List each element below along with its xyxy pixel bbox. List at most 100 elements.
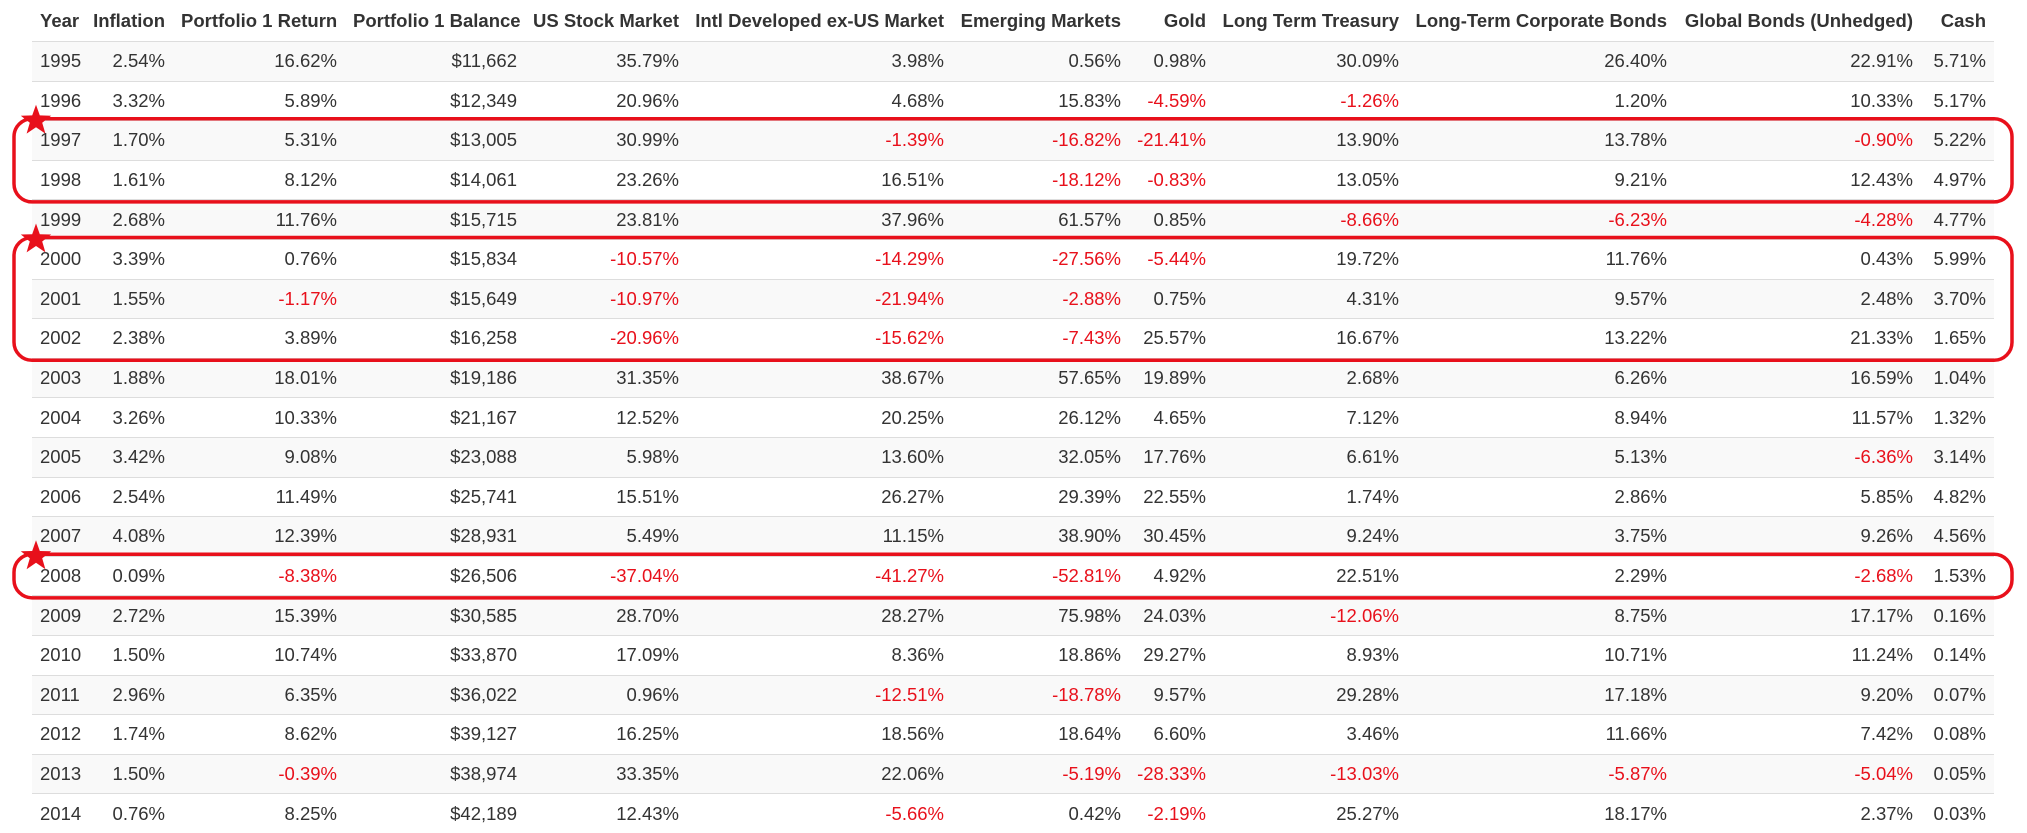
value-cell: 7.12% bbox=[1214, 397, 1407, 438]
value-cell: 0.42% bbox=[952, 793, 1129, 833]
value-cell: 3.32% bbox=[85, 80, 173, 121]
table-row: 1995 2.54% 16.62% $11,662 35.79% 3.98% 0.56% 0.… bbox=[32, 41, 1994, 82]
value-cell: -41.27% bbox=[687, 555, 952, 596]
value-cell: 4.08% bbox=[85, 516, 173, 557]
value-cell: 11.57% bbox=[1675, 397, 1921, 438]
value-cell: 6.26% bbox=[1407, 357, 1675, 398]
value-cell: -27.56% bbox=[952, 238, 1129, 280]
value-cell: 16.62% bbox=[173, 41, 345, 82]
value-cell: 0.75% bbox=[1129, 278, 1214, 319]
column-header[interactable]: Portfolio 1 Balance bbox=[353, 9, 521, 31]
value-cell: -4.59% bbox=[1129, 80, 1214, 121]
value-cell: -6.36% bbox=[1675, 436, 1921, 478]
value-cell: 2.72% bbox=[85, 595, 173, 636]
value-cell: 7.42% bbox=[1675, 714, 1921, 755]
header-row: Year Inflation Portfolio 1 Return Portfolio… bbox=[32, 0, 1994, 42]
column-header[interactable]: US Stock Market bbox=[533, 9, 679, 31]
column-header[interactable]: Year bbox=[40, 9, 80, 31]
value-cell: $25,741 bbox=[345, 476, 525, 517]
value-cell: 5.13% bbox=[1407, 436, 1675, 478]
value-cell: 1.65% bbox=[1921, 318, 1994, 359]
value-cell: -20.96% bbox=[525, 318, 687, 359]
value-cell: 5.49% bbox=[525, 516, 687, 557]
value-cell: 31.35% bbox=[525, 357, 687, 398]
value-cell: 17.17% bbox=[1675, 595, 1921, 636]
value-cell: 8.93% bbox=[1214, 634, 1407, 675]
value-cell: 3.39% bbox=[85, 238, 173, 280]
value-cell: 26.40% bbox=[1407, 41, 1675, 82]
value-cell: $16,258 bbox=[345, 318, 525, 359]
value-cell: 13.90% bbox=[1214, 120, 1407, 161]
value-cell: 2.48% bbox=[1675, 278, 1921, 319]
value-cell: 8.36% bbox=[687, 634, 952, 675]
value-cell: $21,167 bbox=[345, 397, 525, 438]
value-cell: -1.17% bbox=[173, 278, 345, 319]
value-cell: 0.03% bbox=[1921, 793, 1994, 833]
value-cell: $13,005 bbox=[345, 120, 525, 161]
year-cell: 1995 bbox=[32, 41, 85, 82]
value-cell: -5.87% bbox=[1407, 753, 1675, 794]
value-cell: 11.15% bbox=[687, 516, 952, 557]
table-row: 1998 1.61% 8.12% $14,061 23.26% 16.51% -18.12%… bbox=[32, 159, 1994, 200]
value-cell: 15.83% bbox=[952, 80, 1129, 121]
column-header[interactable]: Gold bbox=[1163, 9, 1206, 31]
table-row: 2011 2.96% 6.35% $36,022 0.96% -12.51% -18.78%… bbox=[32, 674, 1994, 715]
year-cell: 2000 bbox=[32, 238, 85, 280]
column-header[interactable]: Emerging Markets bbox=[960, 9, 1121, 31]
value-cell: 4.77% bbox=[1921, 199, 1994, 240]
value-cell: 13.05% bbox=[1214, 159, 1407, 200]
value-cell: 8.75% bbox=[1407, 595, 1675, 636]
table-row: 2003 1.88% 18.01% $19,186 31.35% 38.67% 57.65%… bbox=[32, 357, 1994, 398]
value-cell: 3.42% bbox=[85, 436, 173, 478]
column-header[interactable]: Long Term Treasury bbox=[1222, 9, 1399, 31]
value-cell: 3.26% bbox=[85, 397, 173, 438]
table-row: 2004 3.26% 10.33% $21,167 12.52% 20.25% 26.12%… bbox=[32, 397, 1994, 438]
annual-returns-table: Year Inflation Portfolio 1 Return Portfolio… bbox=[32, 0, 1994, 833]
year-cell: 2013 bbox=[32, 753, 85, 794]
value-cell: 3.98% bbox=[687, 41, 952, 82]
value-cell: 0.76% bbox=[173, 238, 345, 280]
value-cell: 30.45% bbox=[1129, 516, 1214, 557]
column-header[interactable]: Inflation bbox=[93, 9, 165, 31]
value-cell: -5.44% bbox=[1129, 238, 1214, 280]
table-body: 1995 2.54% 16.62% $11,662 35.79% 3.98% 0.56% 0.… bbox=[32, 41, 1994, 833]
value-cell: 11.24% bbox=[1675, 634, 1921, 675]
value-cell: 1.53% bbox=[1921, 555, 1994, 596]
value-cell: 19.89% bbox=[1129, 357, 1214, 398]
value-cell: 18.56% bbox=[687, 714, 952, 755]
value-cell: 9.24% bbox=[1214, 516, 1407, 557]
value-cell: 30.99% bbox=[525, 120, 687, 161]
value-cell: 5.89% bbox=[173, 80, 345, 121]
year-cell: 2001 bbox=[32, 278, 85, 319]
table-row: 1996 3.32% 5.89% $12,349 20.96% 4.68% 15.83% -4… bbox=[32, 80, 1994, 121]
value-cell: 30.09% bbox=[1214, 41, 1407, 82]
value-cell: 12.43% bbox=[1675, 159, 1921, 200]
value-cell: 4.56% bbox=[1921, 516, 1994, 557]
value-cell: $28,931 bbox=[345, 516, 525, 557]
value-cell: 32.05% bbox=[952, 436, 1129, 478]
year-cell: 1999 bbox=[32, 199, 85, 240]
column-header[interactable]: Portfolio 1 Return bbox=[181, 9, 338, 31]
value-cell: 17.76% bbox=[1129, 436, 1214, 478]
value-cell: -0.83% bbox=[1129, 159, 1214, 200]
value-cell: -14.29% bbox=[687, 238, 952, 280]
value-cell: $33,870 bbox=[345, 634, 525, 675]
value-cell: $15,649 bbox=[345, 278, 525, 319]
column-header[interactable]: Cash bbox=[1940, 9, 1986, 31]
value-cell: 38.90% bbox=[952, 516, 1129, 557]
value-cell: 5.99% bbox=[1921, 238, 1994, 280]
value-cell: -8.38% bbox=[173, 555, 345, 596]
table-header: Year Inflation Portfolio 1 Return Portfolio… bbox=[32, 0, 1994, 42]
column-header[interactable]: Long-Term Corporate Bonds bbox=[1415, 9, 1667, 31]
value-cell: -2.19% bbox=[1129, 793, 1214, 833]
column-header[interactable]: Intl Developed ex-US Market bbox=[695, 9, 944, 31]
column-header[interactable]: Global Bonds (Unhedged) bbox=[1684, 9, 1913, 31]
value-cell: 4.68% bbox=[687, 80, 952, 121]
value-cell: 18.17% bbox=[1407, 793, 1675, 833]
value-cell: 11.66% bbox=[1407, 714, 1675, 755]
value-cell: 0.05% bbox=[1921, 753, 1994, 794]
value-cell: 3.75% bbox=[1407, 516, 1675, 557]
year-cell: 2011 bbox=[32, 674, 85, 715]
value-cell: 21.33% bbox=[1675, 318, 1921, 359]
value-cell: 37.96% bbox=[687, 199, 952, 240]
